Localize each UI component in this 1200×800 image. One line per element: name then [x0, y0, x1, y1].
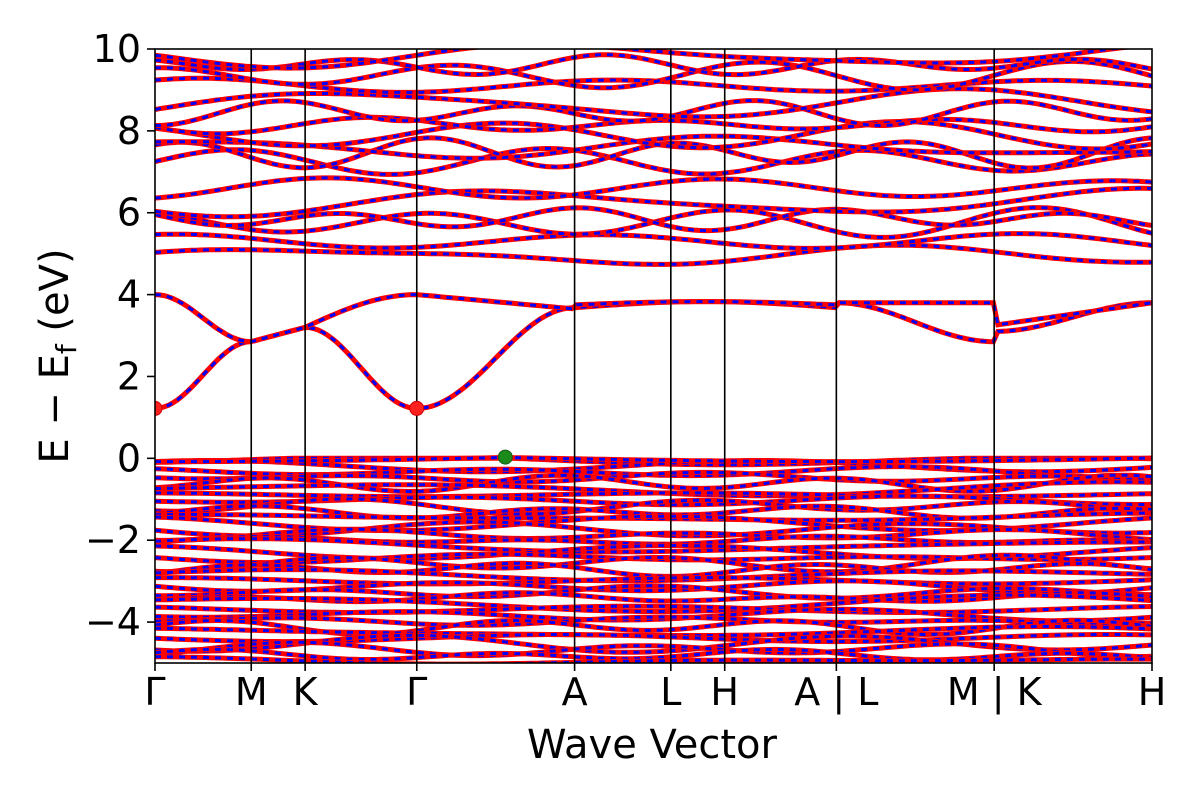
x-tick-label: M	[235, 670, 268, 714]
y-tick-label: 8	[117, 109, 141, 153]
y-axis-title-unit: (eV)	[32, 248, 78, 344]
band-line-spin-down	[155, 633, 1152, 644]
band-lines	[155, 49, 1152, 663]
band-line-spin-up	[155, 52, 1152, 78]
band-line-spin-down	[155, 568, 1152, 583]
band-line-spin-down	[155, 647, 1152, 662]
band-line-spin-down	[155, 186, 1152, 219]
band-line-spin-down	[155, 604, 1152, 614]
band-line-spin-down	[155, 576, 1152, 586]
band-line-spin-up	[155, 175, 1152, 201]
band-line-spin-up	[155, 552, 1152, 575]
y-tick-label: −4	[85, 600, 141, 644]
plot-frame	[154, 48, 1153, 664]
band-line-spin-down	[155, 206, 1152, 233]
x-tick-label: Γ	[144, 670, 165, 714]
band-line-spin-down	[155, 134, 1152, 160]
y-axis-title-main: E − E	[32, 354, 78, 464]
x-tick-label: M | K	[947, 670, 1043, 715]
y-axis: −4 −2 0 2 4 6 8 10	[85, 27, 155, 644]
cbm-marker	[155, 400, 163, 416]
band-line-spin-down	[155, 640, 1152, 659]
band-line-spin-down	[155, 465, 1152, 480]
band-line-spin-down	[155, 593, 1152, 613]
band-line-spin-up	[155, 119, 1152, 152]
x-tick-label: H	[710, 670, 739, 714]
band-line-spin-down	[155, 136, 1152, 170]
band-line-spin-down	[155, 99, 1152, 127]
y-tick-label: 2	[117, 354, 141, 398]
band-line-spin-down	[155, 470, 1152, 484]
y-axis-title: E − Ef (eV)	[32, 248, 83, 463]
extrema-markers	[155, 400, 513, 465]
band-line-spin-down	[155, 76, 1152, 94]
y-axis-title-subscript: f	[50, 343, 83, 354]
band-line-spin-down	[155, 232, 1152, 250]
band-line-spin-down	[155, 293, 1152, 344]
band-line-spin-down	[155, 511, 1152, 522]
y-tick-label: 6	[117, 191, 141, 235]
band-line-spin-up	[155, 86, 1152, 120]
band-line-spin-down	[155, 520, 1152, 538]
vbm-marker	[497, 449, 513, 465]
band-line-spin-down	[155, 494, 1152, 507]
high-symmetry-lines	[250, 49, 995, 663]
band-line-spin-down	[155, 584, 1152, 600]
x-axis-title: Wave Vector	[527, 722, 778, 768]
band-line-spin-down	[155, 537, 1152, 554]
band-line-spin-down	[155, 527, 1152, 542]
band-line-spin-down	[155, 591, 1152, 604]
band-line-spin-down	[155, 497, 1152, 516]
x-tick-label: L	[660, 670, 681, 714]
cbm-marker	[409, 400, 425, 416]
band-line-spin-down	[155, 49, 1124, 70]
band-line-spin-down	[155, 243, 1152, 266]
band-line-spin-down	[155, 455, 1152, 464]
band-line-spin-down	[155, 615, 1152, 627]
x-tick-label: A | L	[794, 670, 878, 715]
x-tick-label: A	[562, 670, 588, 714]
band-line-spin-down	[155, 655, 1152, 663]
band-line-spin-down	[155, 480, 1152, 498]
y-tick-label: 0	[117, 436, 141, 480]
y-tick-label: −2	[85, 518, 141, 562]
x-tick-label: H	[1138, 670, 1167, 714]
y-tick-label: 10	[93, 27, 141, 71]
x-tick-label: Γ	[406, 670, 427, 714]
y-tick-label: 4	[117, 273, 141, 317]
band-line-spin-up	[155, 472, 1152, 495]
band-line-spin-down	[155, 625, 1152, 637]
x-tick-label: K	[293, 670, 319, 714]
band-line-spin-down	[155, 59, 1152, 92]
band-line-spin-down	[155, 607, 1152, 623]
